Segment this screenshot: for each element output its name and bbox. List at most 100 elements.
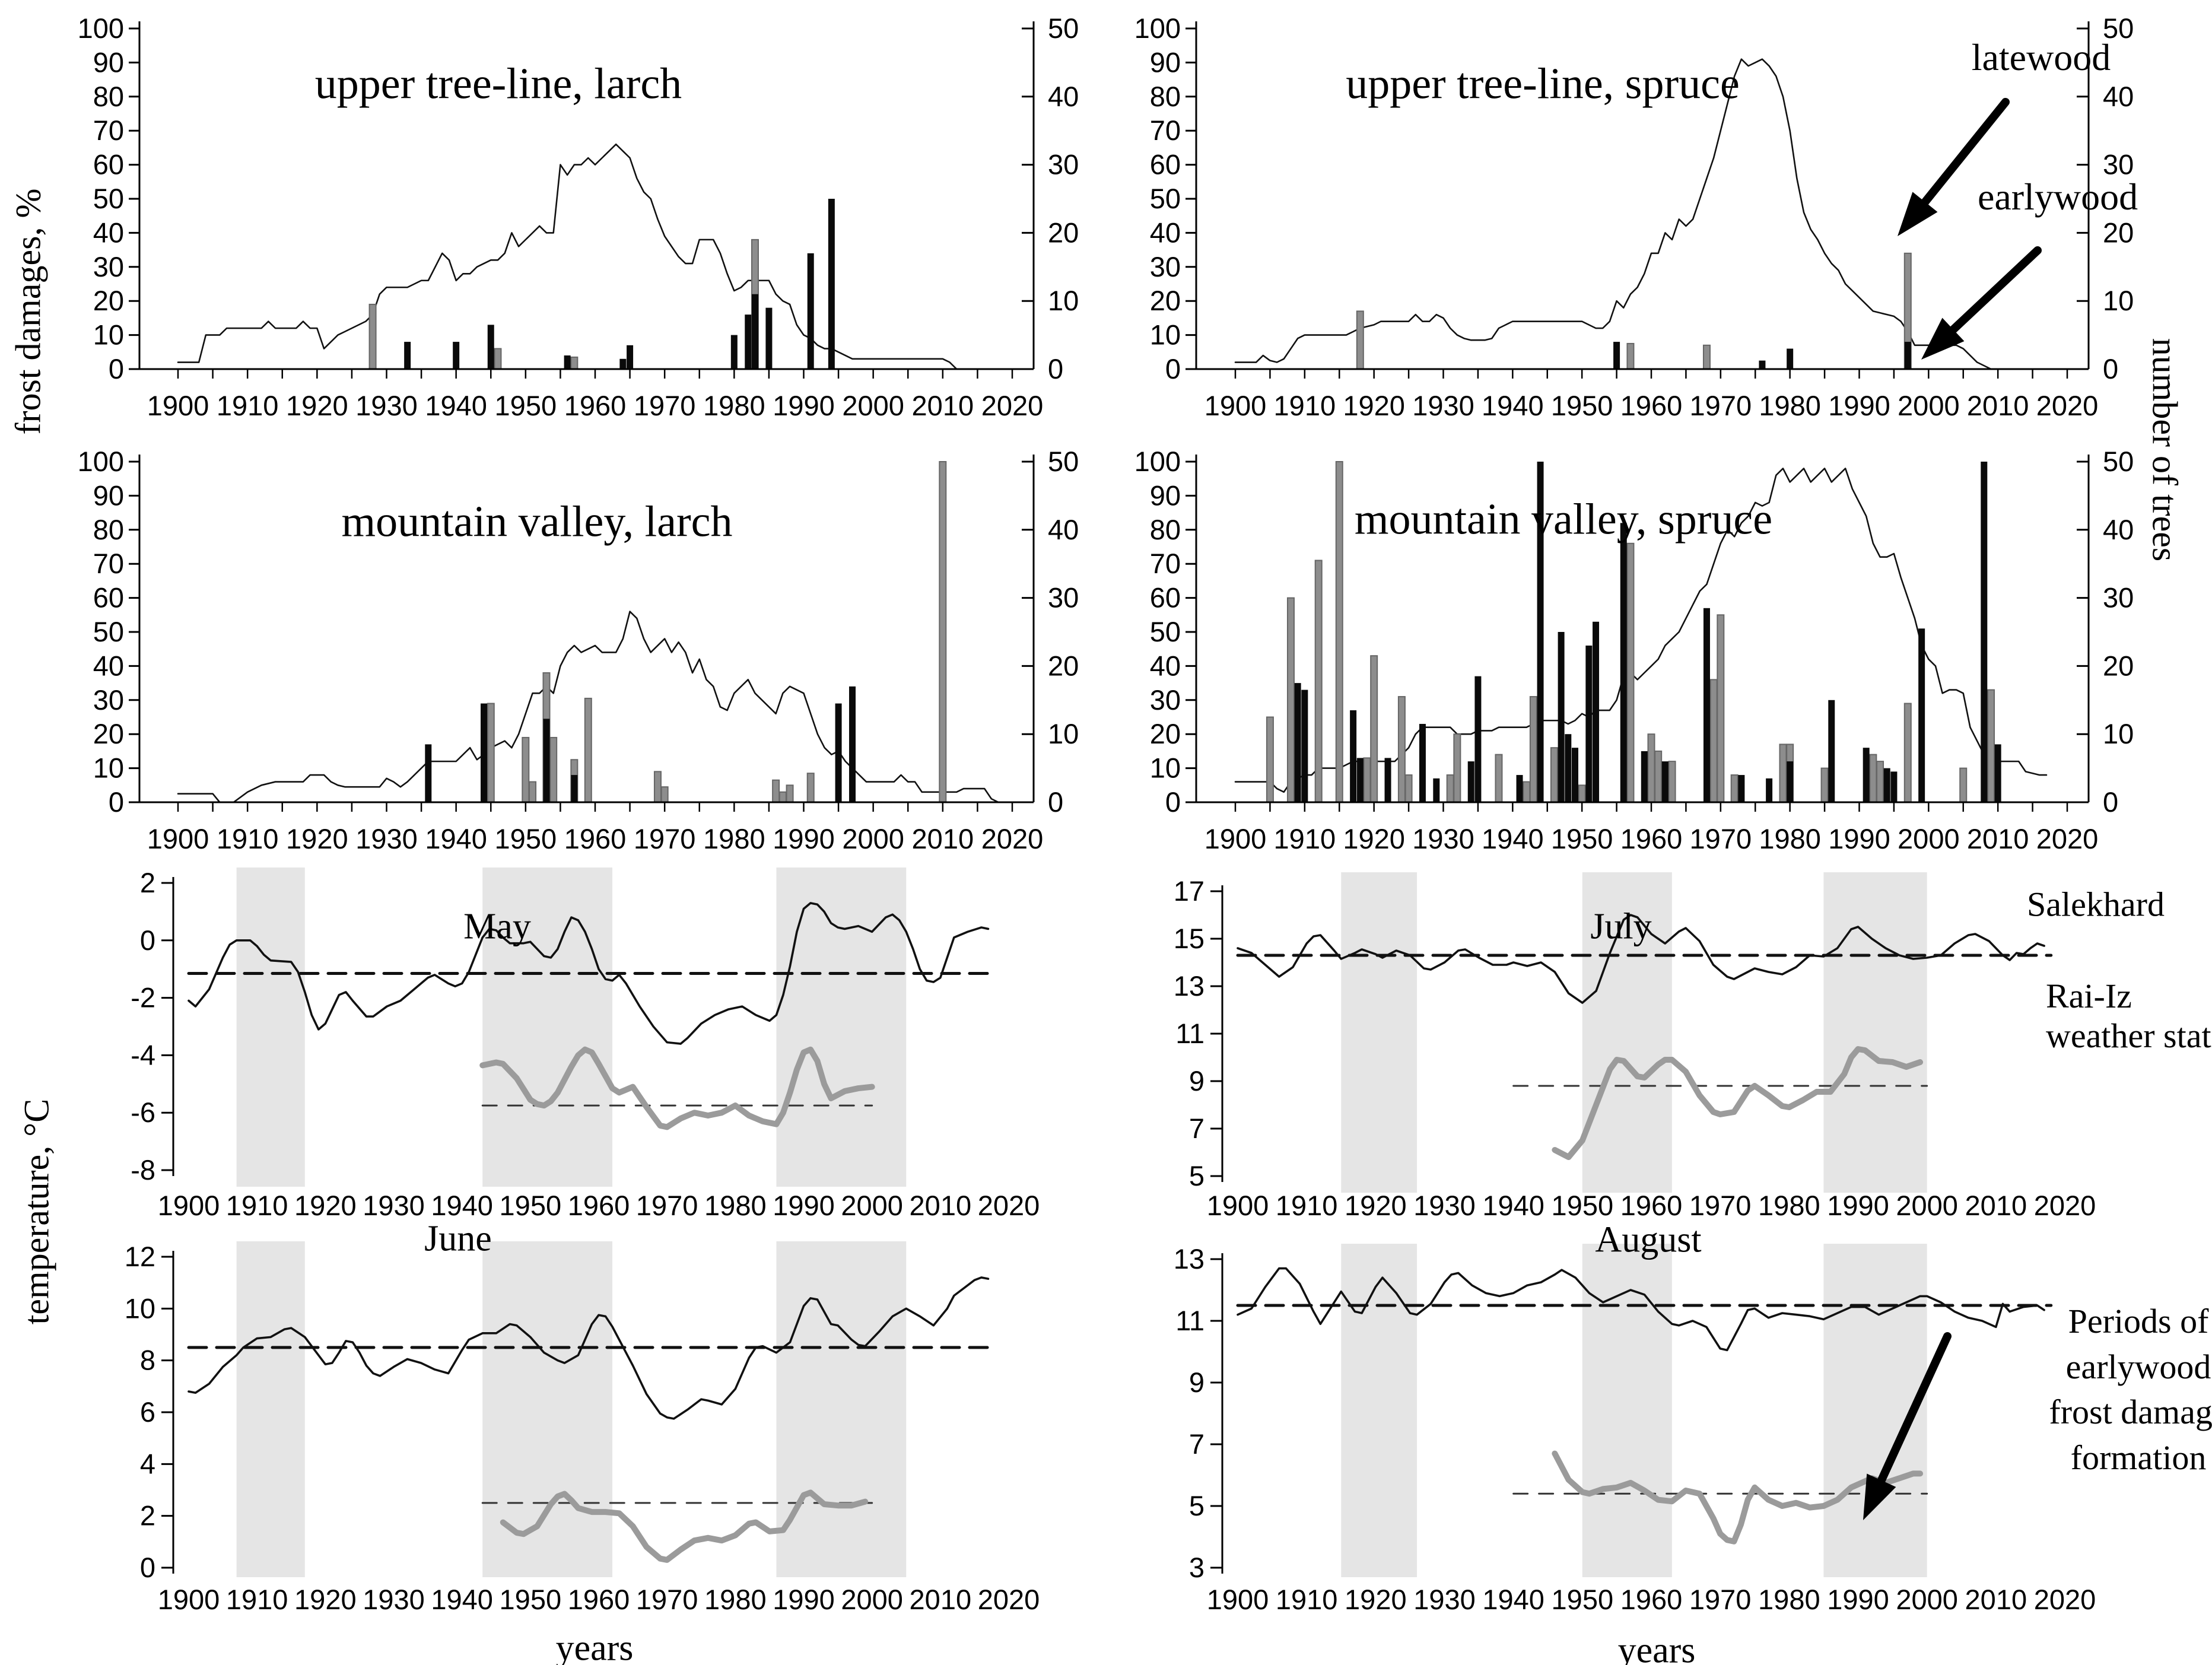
gray-bar	[1876, 761, 1884, 803]
x-tick-label: 2020	[978, 1190, 1040, 1221]
y-left-tick-label: 30	[93, 251, 124, 282]
y-right-tick-label: 10	[2103, 718, 2134, 749]
x-tick-label: 1900	[1207, 1190, 1269, 1221]
x-axis-label-years-right: years	[1617, 1630, 1696, 1665]
x-tick-label: 1960	[1620, 390, 1683, 421]
x-tick-label: 1960	[568, 1584, 630, 1615]
y-tick-label: 5	[1189, 1490, 1204, 1521]
periods-line2: earlywood	[2065, 1347, 2211, 1386]
black-bar	[481, 703, 488, 802]
y-tick-label: -2	[131, 982, 155, 1013]
period-band	[1582, 872, 1672, 1193]
rai-iz-legend-label: Rai-Iz weather station	[2046, 976, 2212, 1056]
x-tick-label: 1940	[1482, 390, 1544, 421]
gray-bar	[1446, 774, 1454, 803]
y-left-tick-label: 90	[93, 479, 124, 511]
y-left-tick-label: 30	[1150, 251, 1181, 282]
x-tick-label: 1950	[500, 1584, 562, 1615]
x-tick-label: 1900	[158, 1190, 220, 1221]
gray-bar	[368, 303, 377, 370]
black-bar	[1467, 761, 1474, 802]
period-band	[776, 868, 907, 1187]
x-tick-label: 1970	[636, 1584, 698, 1615]
y-left-tick-label: 40	[93, 217, 124, 248]
y-right-tick-label: 40	[1048, 81, 1079, 112]
x-tick-label: 2020	[981, 823, 1044, 854]
x-tick-label: 2000	[1896, 1190, 1958, 1221]
y-left-tick-label: 50	[93, 183, 124, 214]
x-tick-label: 1930	[1413, 1190, 1476, 1221]
x-tick-label: 1970	[1690, 390, 1752, 421]
rai-iz-line1: Rai-Iz	[2046, 977, 2132, 1015]
black-bar	[807, 253, 814, 369]
y-tick-label: 9	[1189, 1065, 1204, 1097]
black-bar	[627, 345, 634, 369]
black-bar	[1904, 342, 1911, 369]
x-tick-label: 1930	[1413, 1584, 1476, 1615]
gray-bar	[1404, 774, 1413, 803]
x-tick-label: 1950	[1552, 1190, 1614, 1221]
x-tick-label: 1990	[773, 823, 835, 854]
black-bar	[453, 342, 460, 369]
black-bar	[1759, 360, 1766, 369]
y-left-tick-label: 70	[1150, 548, 1181, 579]
gray-bar	[1529, 696, 1537, 803]
black-bar	[1585, 645, 1593, 802]
x-tick-label: 1960	[564, 823, 627, 854]
salekhard-legend-label: Salekhard	[2027, 885, 2165, 924]
black-bar	[835, 703, 842, 802]
x-tick-label: 2000	[841, 1584, 903, 1615]
gray-bar	[1335, 461, 1343, 803]
rai-iz-line2: weather station	[2046, 1016, 2212, 1055]
x-tick-label: 1910	[217, 390, 279, 421]
y-right-tick-label: 10	[1048, 718, 1079, 749]
black-bar	[1787, 761, 1794, 802]
black-bar	[1301, 689, 1308, 802]
gray-bar	[1959, 767, 1968, 803]
y-tick-label: 11	[1175, 1305, 1204, 1336]
x-tick-label: 1900	[147, 823, 209, 854]
x-tick-label: 2000	[842, 390, 904, 421]
x-tick-label: 1920	[294, 1584, 357, 1615]
gray-bar	[806, 773, 815, 803]
x-tick-label: 1920	[1345, 1190, 1407, 1221]
y-left-tick-label: 90	[1150, 479, 1181, 511]
black-bar	[1433, 778, 1440, 802]
y-tick-label: 2	[140, 867, 155, 898]
x-tick-label: 1940	[431, 1584, 493, 1615]
gray-bar	[1550, 747, 1558, 803]
gray-bar	[1453, 733, 1461, 803]
y-left-tick-label: 50	[1150, 183, 1181, 214]
black-bar	[404, 342, 411, 369]
y-left-tick-label: 100	[1134, 446, 1181, 477]
y-tick-label: 0	[140, 1552, 155, 1583]
x-tick-label: 2000	[1896, 1584, 1958, 1615]
x-tick-label: 2010	[1965, 1584, 2027, 1615]
y-right-tick-label: 40	[1048, 514, 1079, 545]
y-left-tick-label: 20	[93, 285, 124, 316]
y-tick-label: 13	[1174, 1243, 1204, 1275]
x-tick-label: 1990	[1828, 823, 1890, 854]
y-left-tick-label: 0	[109, 353, 124, 385]
gray-bar	[1626, 342, 1635, 370]
y-tick-label: 15	[1174, 923, 1204, 954]
x-tick-label: 1980	[704, 1190, 767, 1221]
gray-bar	[1668, 761, 1676, 803]
black-bar	[487, 325, 494, 369]
x-tick-label: 1980	[1758, 1584, 1820, 1615]
period-band	[1341, 1244, 1418, 1577]
x-tick-label: 1960	[1620, 1190, 1683, 1221]
black-bar	[1350, 710, 1357, 802]
x-tick-label: 1970	[634, 823, 696, 854]
y-right-tick-label: 0	[1048, 353, 1063, 385]
gray-bar	[772, 779, 780, 803]
black-bar	[1565, 734, 1572, 802]
periods-arrow	[1863, 1332, 1952, 1520]
y-right-tick-label: 50	[1048, 12, 1079, 44]
x-tick-label: 2010	[910, 1190, 972, 1221]
